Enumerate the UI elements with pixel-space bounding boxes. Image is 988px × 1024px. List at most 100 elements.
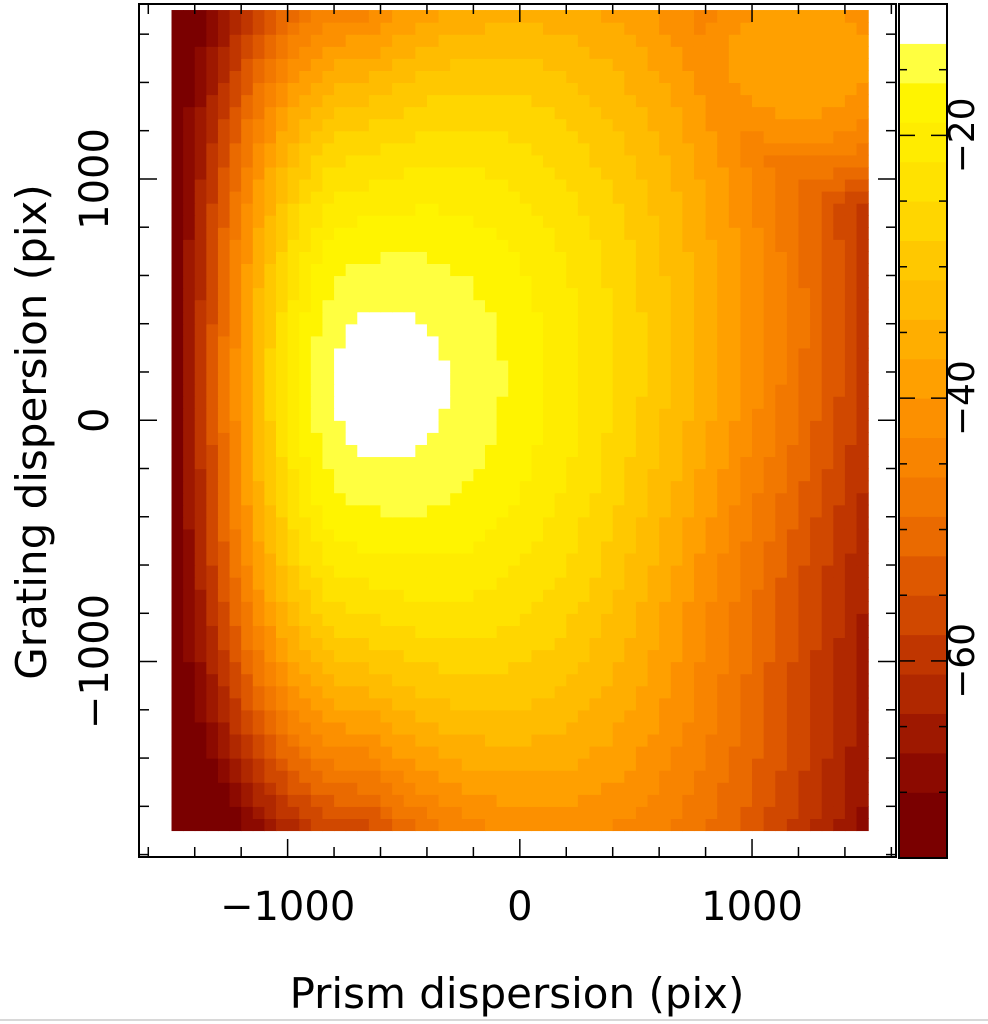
heatmap-cell	[670, 794, 683, 807]
heatmap-cell	[601, 758, 614, 771]
heatmap-cell	[276, 227, 289, 240]
heatmap-cell	[659, 721, 672, 735]
heatmap-cell	[183, 311, 196, 325]
heatmap-cell	[252, 94, 265, 108]
heatmap-cell	[287, 516, 300, 530]
heatmap-cell	[519, 432, 533, 445]
heatmap-cell	[601, 118, 614, 132]
heatmap-cell	[392, 335, 405, 349]
heatmap-cell	[392, 649, 405, 663]
heatmap-cell	[705, 770, 718, 783]
heatmap-cell	[728, 311, 742, 325]
heatmap-cell	[473, 347, 486, 361]
heatmap-cell	[519, 818, 533, 832]
heatmap-cell	[786, 673, 800, 687]
heatmap-cell	[612, 673, 625, 687]
heatmap-cell	[543, 794, 556, 807]
heatmap-cell	[566, 468, 579, 482]
heatmap-cell	[589, 420, 602, 433]
heatmap-cell	[728, 589, 742, 602]
heatmap-cell	[473, 492, 486, 506]
heatmap-cell	[473, 782, 486, 795]
heatmap-cell	[786, 227, 800, 240]
heatmap-cell	[740, 335, 753, 349]
heatmap-cell	[717, 191, 730, 204]
heatmap-cell	[717, 794, 730, 807]
heatmap-cell	[357, 456, 370, 470]
heatmap-cell	[612, 492, 625, 506]
heatmap-cell	[821, 685, 834, 699]
heatmap-cell	[461, 70, 474, 84]
heatmap-cell	[659, 697, 672, 711]
heatmap-cell	[717, 371, 730, 385]
heatmap-cell	[403, 577, 416, 590]
heatmap-cell	[310, 721, 324, 735]
heatmap-cell	[693, 106, 707, 120]
heatmap-cell	[798, 504, 811, 518]
heatmap-cell	[717, 444, 730, 458]
heatmap-cell	[635, 818, 649, 832]
heatmap-cell	[450, 746, 463, 759]
heatmap-cell	[403, 58, 416, 71]
heatmap-cell	[844, 685, 858, 699]
heatmap-cell	[705, 299, 718, 313]
heatmap-cell	[484, 275, 498, 289]
heatmap-cell	[531, 432, 544, 445]
heatmap-cell	[577, 685, 591, 699]
heatmap-cell	[299, 468, 312, 482]
heatmap-cell	[601, 637, 614, 651]
heatmap-cell	[392, 709, 405, 723]
heatmap-cell	[368, 311, 382, 325]
heatmap-cell	[740, 227, 753, 240]
heatmap-cell	[310, 601, 324, 614]
heatmap-cell	[612, 34, 625, 47]
heatmap-cell	[357, 191, 370, 204]
heatmap-cell	[264, 528, 277, 542]
heatmap-cell	[403, 371, 416, 385]
heatmap-cell	[670, 565, 683, 578]
heatmap-cell	[752, 347, 765, 361]
heatmap-cell	[368, 154, 382, 168]
heatmap-cell	[264, 721, 277, 735]
heatmap-cell	[496, 673, 509, 687]
heatmap-cell	[705, 227, 718, 240]
colorbar-swatch	[899, 674, 947, 714]
heatmap-cell	[624, 613, 637, 626]
heatmap-cell	[577, 154, 591, 168]
heatmap-cell	[310, 709, 324, 723]
heatmap-cell	[310, 673, 324, 687]
heatmap-cell	[624, 384, 637, 397]
heatmap-cell	[217, 456, 231, 470]
heatmap-cell	[508, 589, 521, 602]
heatmap-cell	[554, 347, 567, 361]
heatmap-cell	[264, 154, 277, 168]
heatmap-cell	[287, 601, 300, 614]
heatmap-cell	[798, 782, 811, 795]
heatmap-cell	[531, 10, 544, 23]
heatmap-cell	[299, 10, 312, 23]
heatmap-cell	[183, 251, 196, 264]
heatmap-cell	[403, 251, 416, 264]
heatmap-cell	[833, 770, 846, 783]
heatmap-cell	[264, 10, 277, 23]
heatmap-cell	[705, 408, 718, 421]
heatmap-cell	[183, 396, 196, 409]
heatmap-cell	[368, 552, 382, 566]
heatmap-cell	[798, 58, 811, 71]
heatmap-cell	[241, 275, 254, 289]
heatmap-cell	[752, 685, 765, 699]
heatmap-cell	[682, 818, 695, 832]
heatmap-cell	[484, 528, 498, 542]
heatmap-cell	[368, 191, 382, 204]
heatmap-cell	[810, 625, 823, 639]
heatmap-cell	[612, 721, 625, 735]
heatmap-cell	[252, 709, 265, 723]
heatmap-cell	[252, 408, 265, 421]
heatmap-cell	[531, 251, 544, 264]
heatmap-cell	[577, 420, 591, 433]
heatmap-cell	[171, 649, 184, 663]
heatmap-cell	[635, 46, 649, 59]
heatmap-cell	[763, 118, 776, 132]
heatmap-cell	[821, 589, 834, 602]
heatmap-cell	[461, 516, 474, 530]
